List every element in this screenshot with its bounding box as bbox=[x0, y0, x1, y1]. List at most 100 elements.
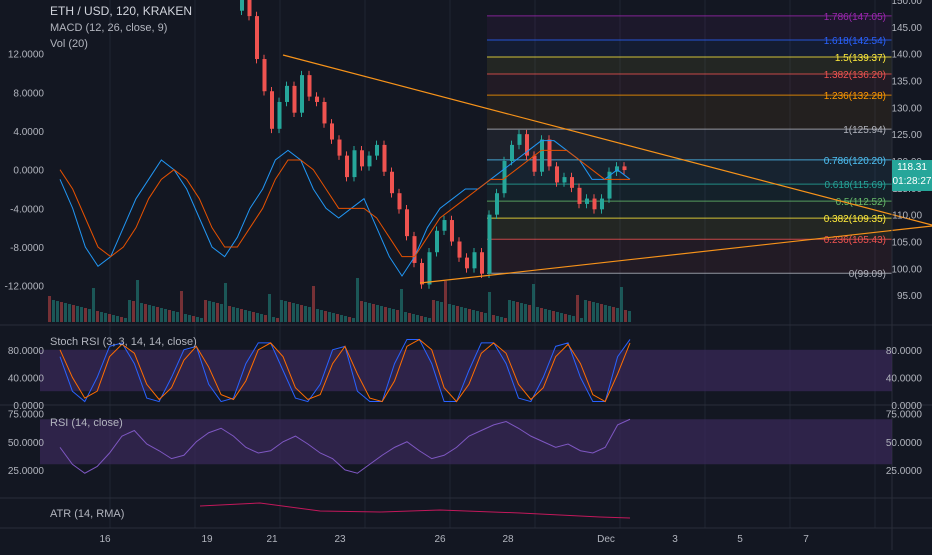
trendline-lower bbox=[419, 225, 932, 284]
volume-bar bbox=[224, 283, 227, 322]
volume-bar bbox=[84, 308, 87, 322]
volume-bar bbox=[104, 313, 107, 322]
price-axis-tick: 100.00 bbox=[891, 264, 922, 275]
time-axis-tick: 7 bbox=[803, 534, 809, 545]
volume-bar bbox=[528, 305, 531, 322]
volume-bar bbox=[416, 315, 419, 322]
volume-bar bbox=[260, 314, 263, 322]
candle-body bbox=[397, 193, 402, 210]
candle-body bbox=[322, 101, 327, 124]
stoch-axis-tick-right: 40.0000 bbox=[886, 373, 923, 384]
volume-bar bbox=[468, 309, 471, 322]
current-price-value: 118.31 bbox=[897, 162, 927, 173]
candle-body bbox=[532, 155, 537, 172]
candle-body bbox=[352, 150, 357, 178]
volume-bar bbox=[148, 305, 151, 322]
volume-bar bbox=[400, 289, 403, 322]
volume-bar bbox=[156, 307, 159, 322]
stoch-band bbox=[40, 349, 892, 392]
fib-level-label: 0.618(115.69) bbox=[824, 180, 886, 191]
candle-body bbox=[420, 262, 424, 285]
time-axis-tick: 26 bbox=[434, 534, 446, 545]
volume-bar bbox=[204, 300, 207, 322]
stoch-d-line bbox=[59, 338, 631, 403]
volume-bar bbox=[480, 312, 483, 322]
price-axis-tick: 105.00 bbox=[891, 238, 922, 249]
candle-body bbox=[547, 139, 552, 167]
stoch-rsi-legend[interactable]: Stoch RSI (3, 3, 14, 14, close) bbox=[50, 336, 197, 348]
volume-bar bbox=[180, 291, 183, 322]
volume-bar bbox=[212, 302, 215, 322]
volume-bar bbox=[88, 309, 91, 322]
volume-bar bbox=[60, 302, 63, 322]
rsi-axis-tick-right: 25.0000 bbox=[886, 466, 923, 477]
fib-level-label: 1(125.94) bbox=[843, 125, 886, 136]
volume-bar bbox=[608, 306, 611, 322]
volume-bar bbox=[96, 311, 99, 322]
candle-body bbox=[502, 161, 507, 194]
volume-bar bbox=[332, 313, 335, 322]
volume-bar bbox=[500, 317, 503, 322]
atr-line bbox=[199, 502, 631, 519]
candle-body bbox=[412, 236, 417, 263]
volume-bar bbox=[372, 304, 375, 322]
candle-body bbox=[592, 198, 597, 210]
volume-bar bbox=[596, 303, 599, 322]
candle-body bbox=[555, 166, 559, 183]
volume-bar bbox=[276, 318, 279, 322]
rsi-legend[interactable]: RSI (14, close) bbox=[50, 417, 123, 429]
volume-bar bbox=[344, 316, 347, 322]
candle-body bbox=[480, 252, 484, 274]
volume-bar bbox=[208, 301, 211, 322]
price-axis-tick: 145.00 bbox=[891, 23, 922, 34]
candle-body bbox=[240, 0, 244, 11]
volume-bar bbox=[476, 311, 479, 322]
bar-countdown: 01:28:27 bbox=[892, 176, 932, 187]
fib-level-label: 1.382(136.20) bbox=[824, 70, 886, 81]
rsi-axis-tick-right: 75.0000 bbox=[886, 410, 923, 421]
volume-bar bbox=[436, 301, 439, 322]
candle-body bbox=[390, 171, 394, 194]
volume-bar bbox=[360, 301, 363, 322]
volume-bar bbox=[328, 312, 331, 322]
stoch-axis-tick-left: 40.0000 bbox=[8, 373, 45, 384]
candle-body bbox=[435, 230, 439, 253]
candle-body bbox=[622, 166, 627, 171]
volume-bar bbox=[364, 302, 367, 322]
volume-bar bbox=[516, 302, 519, 322]
volume-bar bbox=[432, 300, 435, 322]
volume-bar bbox=[548, 310, 551, 322]
fib-zone bbox=[487, 159, 892, 185]
rsi-axis-tick-left: 75.0000 bbox=[8, 410, 45, 421]
volume-bar bbox=[244, 310, 247, 322]
volume-bar bbox=[132, 301, 135, 322]
stoch-axis-tick-left: 0.0000 bbox=[13, 401, 44, 412]
volume-bar bbox=[128, 300, 131, 322]
candle-body bbox=[585, 198, 589, 204]
volume-bar bbox=[564, 314, 567, 322]
volume-bar bbox=[100, 312, 103, 322]
price-axis-tick: 135.00 bbox=[891, 77, 922, 88]
macd-legend[interactable]: MACD (12, 26, close, 9) bbox=[50, 22, 168, 34]
volume-bar bbox=[288, 302, 291, 322]
volume-bar bbox=[324, 311, 327, 322]
volume-bar bbox=[536, 307, 539, 322]
volume-bar bbox=[520, 303, 523, 322]
time-axis-tick: 19 bbox=[201, 534, 213, 545]
macd-axis-tick: -12.0000 bbox=[5, 282, 45, 293]
atr-legend[interactable]: ATR (14, RMA) bbox=[50, 508, 125, 520]
candle-body bbox=[487, 214, 492, 274]
time-axis-tick: 3 bbox=[672, 534, 678, 545]
volume-bar bbox=[352, 318, 355, 322]
symbol-title[interactable]: ETH / USD, 120, KRAKEN bbox=[50, 4, 193, 18]
volume-bar bbox=[136, 280, 139, 322]
volume-bar bbox=[552, 311, 555, 322]
candle-body bbox=[330, 123, 334, 140]
volume-bar bbox=[232, 307, 235, 322]
volume-bar bbox=[624, 310, 627, 322]
vol-legend[interactable]: Vol (20) bbox=[50, 38, 88, 50]
volume-bar bbox=[592, 302, 595, 322]
stoch-axis-tick-left: 80.0000 bbox=[8, 346, 45, 357]
rsi-band bbox=[40, 419, 892, 465]
